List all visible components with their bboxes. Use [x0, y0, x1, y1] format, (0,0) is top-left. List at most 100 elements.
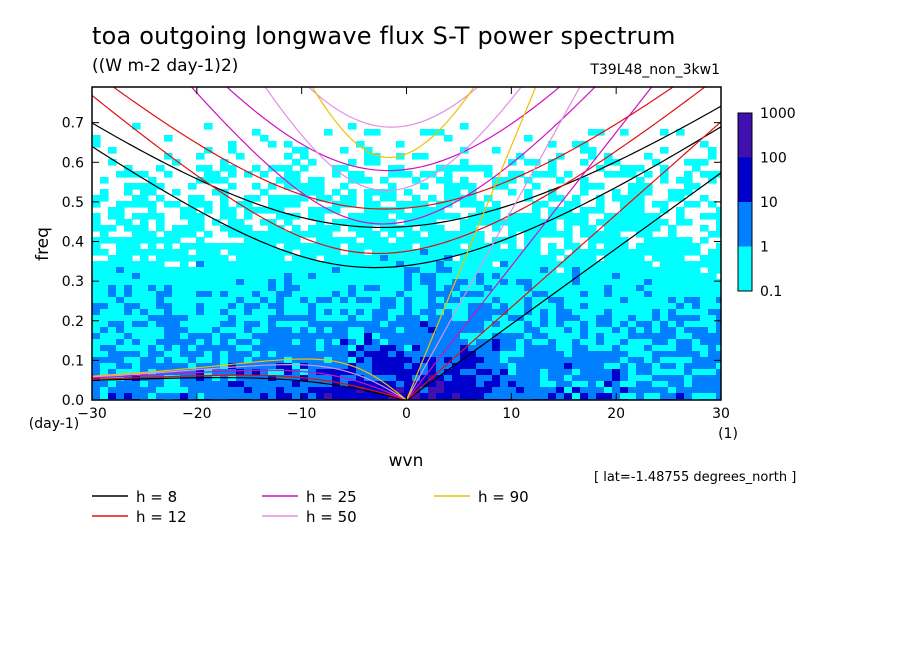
- spectrum-cell: [140, 183, 149, 190]
- spectrum-cell: [172, 351, 181, 358]
- spectrum-cell: [116, 393, 125, 400]
- spectrum-cell: [340, 285, 349, 292]
- spectrum-cell: [612, 381, 621, 388]
- spectrum-cell: [572, 327, 581, 334]
- spectrum-cell: [580, 141, 589, 148]
- spectrum-cell: [124, 189, 133, 196]
- spectrum-cell: [428, 291, 437, 298]
- spectrum-cell: [196, 303, 205, 310]
- spectrum-cell: [196, 363, 205, 370]
- spectrum-cell: [468, 321, 477, 328]
- spectrum-cell: [380, 177, 389, 184]
- spectrum-cell: [108, 345, 117, 352]
- spectrum-cell: [276, 279, 285, 286]
- spectrum-cell: [588, 153, 597, 160]
- spectrum-cell: [692, 357, 701, 364]
- spectrum-cell: [652, 321, 661, 328]
- spectrum-cell: [332, 321, 341, 328]
- spectrum-cell: [524, 297, 533, 304]
- spectrum-cell: [204, 309, 213, 316]
- spectrum-cell: [436, 393, 445, 400]
- spectrum-cell: [340, 273, 349, 280]
- spectrum-cell: [596, 297, 605, 304]
- spectrum-cell: [92, 363, 101, 370]
- spectrum-cell: [340, 369, 349, 376]
- spectrum-cell: [220, 333, 229, 340]
- spectrum-cell: [332, 345, 341, 352]
- spectrum-cell: [260, 327, 269, 334]
- spectrum-cell: [228, 381, 237, 388]
- spectrum-cell: [292, 267, 301, 274]
- spectrum-cell: [204, 357, 213, 364]
- spectrum-cell: [460, 339, 469, 346]
- spectrum-cell: [540, 363, 549, 370]
- spectrum-cell: [92, 249, 101, 256]
- spectrum-cell: [508, 327, 517, 334]
- spectrum-cell: [428, 309, 437, 316]
- spectrum-cell: [92, 309, 101, 316]
- spectrum-cell: [108, 273, 117, 280]
- spectrum-cell: [180, 351, 189, 358]
- spectrum-cell: [572, 261, 581, 268]
- spectrum-cell: [500, 291, 509, 298]
- spectrum-cell: [460, 381, 469, 388]
- latitude-note: [ lat=-1.48755 degrees_north ]: [594, 470, 797, 485]
- spectrum-cell: [428, 261, 437, 268]
- spectrum-cell: [460, 159, 469, 166]
- spectrum-cell: [556, 351, 565, 358]
- spectrum-cell: [236, 219, 245, 226]
- spectrum-cell: [212, 327, 221, 334]
- spectrum-cell: [108, 309, 117, 316]
- spectrum-cell: [220, 363, 229, 370]
- spectrum-cell: [332, 387, 341, 394]
- spectrum-cell: [132, 249, 141, 256]
- spectrum-cell: [372, 213, 381, 220]
- spectrum-cell: [292, 243, 301, 250]
- spectrum-cell: [388, 381, 397, 388]
- spectrum-cell: [300, 147, 309, 154]
- spectrum-cell: [572, 255, 581, 262]
- spectrum-cell: [492, 249, 501, 256]
- spectrum-cell: [420, 255, 429, 262]
- spectrum-cell: [284, 327, 293, 334]
- spectrum-cell: [164, 303, 173, 310]
- spectrum-cell: [620, 381, 629, 388]
- kelvin-curve: [405, 87, 537, 400]
- spectrum-cell: [700, 291, 709, 298]
- spectrum-cell: [684, 363, 693, 370]
- spectrum-cell: [132, 393, 141, 400]
- spectrum-cell: [492, 309, 501, 316]
- spectrum-cell: [116, 171, 125, 178]
- spectrum-cell: [228, 339, 237, 346]
- spectrum-cell: [660, 297, 669, 304]
- spectrum-cell: [452, 231, 461, 238]
- spectrum-cell: [108, 207, 117, 214]
- spectrum-cell: [364, 363, 373, 370]
- spectrum-cell: [236, 321, 245, 328]
- spectrum-cell: [284, 285, 293, 292]
- spectrum-cell: [684, 273, 693, 280]
- spectrum-cell: [252, 363, 261, 370]
- spectrum-cell: [316, 351, 325, 358]
- spectrum-cell: [460, 375, 469, 382]
- spectrum-cell: [380, 243, 389, 250]
- spectrum-cell: [244, 381, 253, 388]
- spectrum-cell: [660, 369, 669, 376]
- spectrum-cell: [476, 375, 485, 382]
- spectrum-cell: [564, 231, 573, 238]
- spectrum-cell: [660, 309, 669, 316]
- x-tick-label: −30: [77, 406, 107, 422]
- spectrum-cell: [132, 309, 141, 316]
- spectrum-cell: [116, 387, 125, 394]
- spectrum-cell: [252, 321, 261, 328]
- spectrum-cell: [220, 327, 229, 334]
- spectrum-cell: [268, 387, 277, 394]
- spectrum-cell: [708, 357, 717, 364]
- spectrum-cell: [148, 393, 157, 400]
- spectrum-cell: [212, 171, 221, 178]
- spectrum-cell: [596, 351, 605, 358]
- spectrum-cell: [508, 363, 517, 370]
- spectrum-cell: [364, 393, 373, 400]
- spectrum-cell: [204, 381, 213, 388]
- spectrum-cell: [676, 327, 685, 334]
